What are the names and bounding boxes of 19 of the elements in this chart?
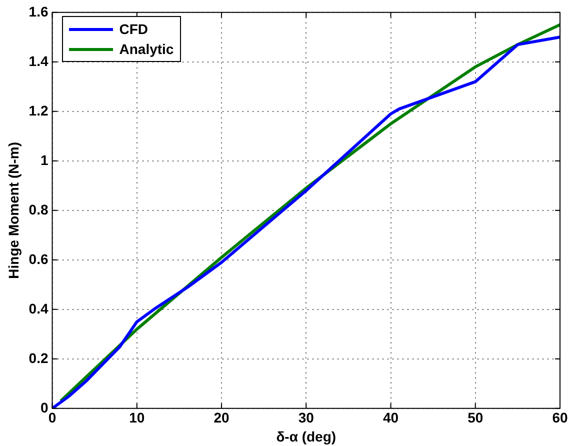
x-tick-label: 60	[552, 410, 568, 426]
x-tick-label: 20	[214, 410, 230, 426]
y-axis-title: Hinge Moment (N-m)	[5, 142, 22, 279]
y-tick-label: 1.2	[28, 102, 48, 118]
y-tick-label: 0.2	[28, 350, 48, 366]
y-tick-label: 1.4	[28, 52, 48, 69]
x-tick-label: 40	[382, 410, 399, 426]
y-tick-label: 0.8	[28, 201, 48, 218]
y-tick-label: 0	[40, 399, 48, 416]
y-tick-label: 1	[40, 152, 48, 168]
y-tick-label: 1.6	[28, 3, 48, 20]
y-tick-label: 0.6	[28, 250, 48, 267]
legend-label: Analytic	[119, 41, 174, 58]
legend-label: CFD	[119, 21, 148, 38]
x-tick-label: 50	[468, 410, 484, 426]
x-tick-label: 10	[129, 410, 145, 426]
x-tick-label: 30	[298, 410, 314, 426]
x-axis-title: δ-α (deg)	[276, 428, 336, 444]
y-tick-label: 0.4	[28, 300, 48, 316]
